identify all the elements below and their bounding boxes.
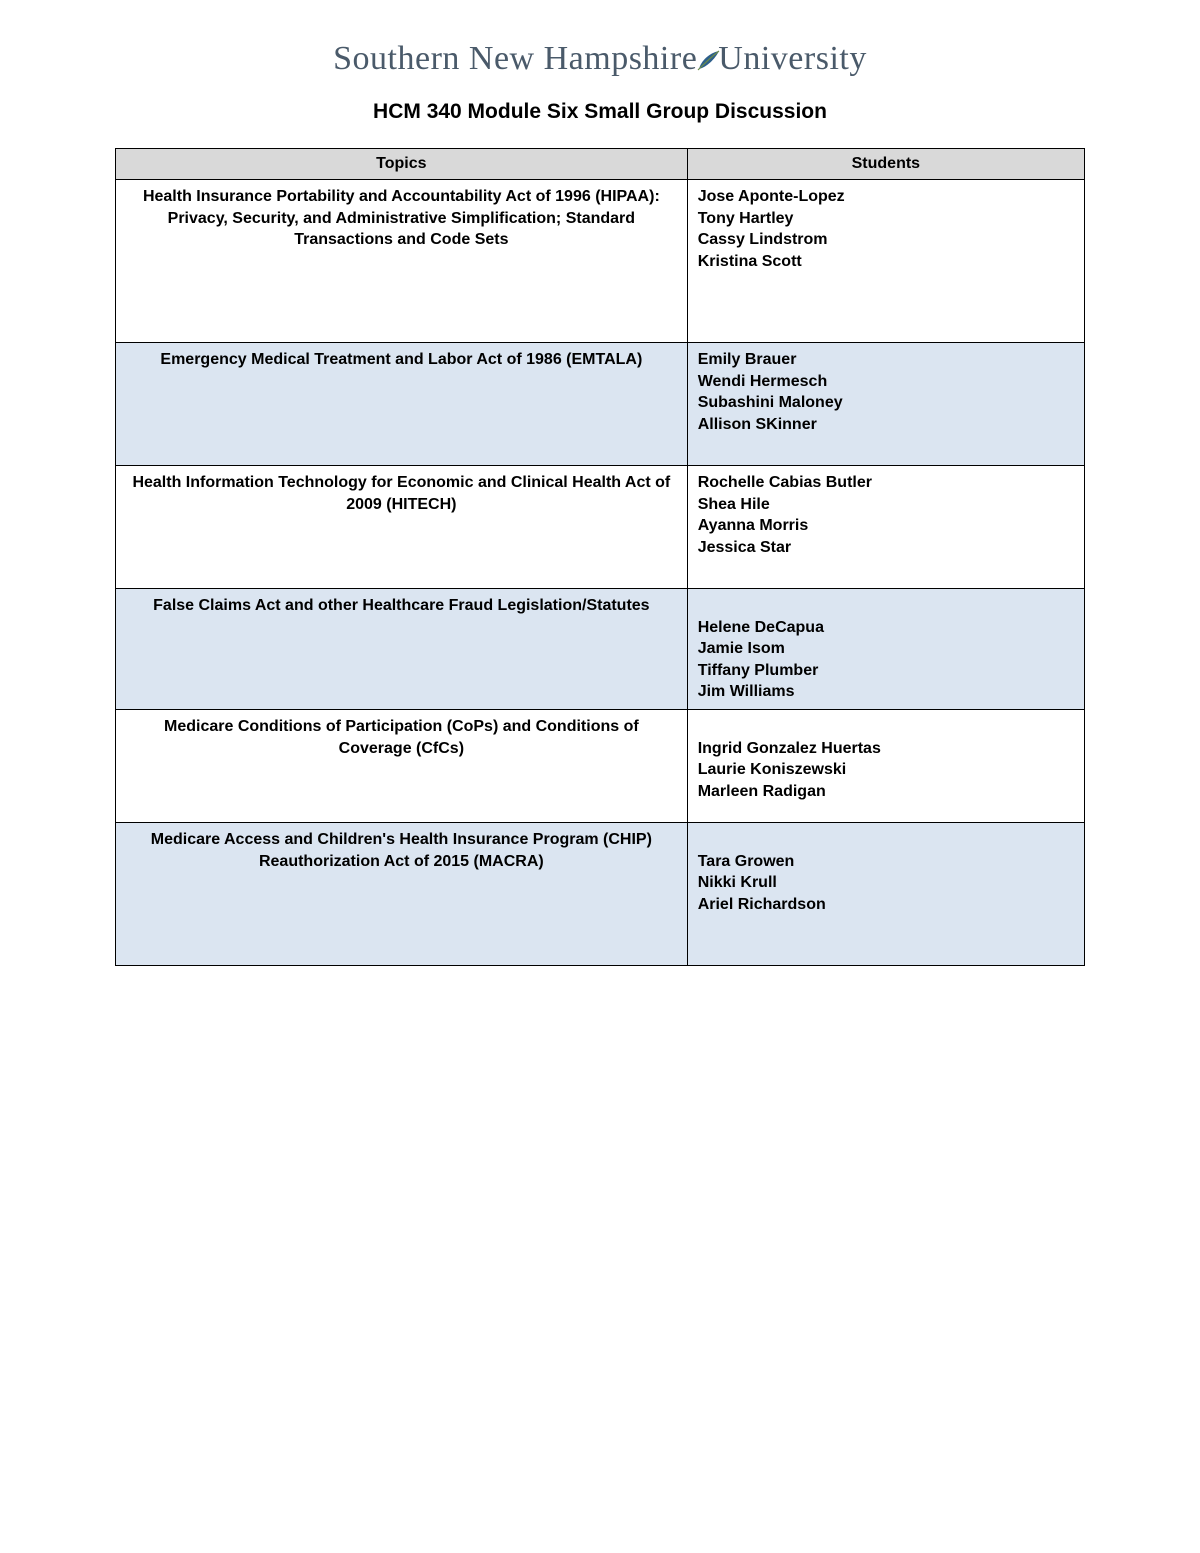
topic-cell: Health Information Technology for Econom… <box>116 466 688 589</box>
student-name: Marleen Radigan <box>698 781 1074 803</box>
student-name: Helene DeCapua <box>698 617 1074 639</box>
student-name: Tara Growen <box>698 851 1074 873</box>
student-name: Jose Aponte-Lopez <box>698 186 1074 208</box>
topic-cell: Medicare Access and Children's Health In… <box>116 822 688 965</box>
table-header-row: Topics Students <box>116 149 1085 180</box>
column-header-students: Students <box>687 149 1084 180</box>
student-name: Jamie Isom <box>698 638 1074 660</box>
students-cell: Helene DeCapuaJamie IsomTiffany PlumberJ… <box>687 589 1084 710</box>
student-name: Ayanna Morris <box>698 515 1074 537</box>
university-logo: Southern New Hampshire University <box>115 40 1085 78</box>
student-name: Subashini Maloney <box>698 392 1074 414</box>
student-name: Ariel Richardson <box>698 894 1074 916</box>
table-row: Medicare Conditions of Participation (Co… <box>116 709 1085 822</box>
logo-prefix: Southern New Hampshire <box>333 40 697 77</box>
page-title: HCM 340 Module Six Small Group Discussio… <box>115 100 1085 124</box>
topic-cell: Emergency Medical Treatment and Labor Ac… <box>116 343 688 466</box>
student-name: Cassy Lindstrom <box>698 229 1074 251</box>
student-name: Jessica Star <box>698 537 1074 559</box>
document-page: Southern New Hampshire University HCM 340… <box>0 0 1200 966</box>
blank-line <box>698 829 1074 851</box>
students-cell: Emily BrauerWendi HermeschSubashini Malo… <box>687 343 1084 466</box>
student-name: Kristina Scott <box>698 251 1074 273</box>
student-name: Tiffany Plumber <box>698 660 1074 682</box>
student-name: Nikki Krull <box>698 872 1074 894</box>
topic-cell: Health Insurance Portability and Account… <box>116 180 688 343</box>
table-row: Health Information Technology for Econom… <box>116 466 1085 589</box>
student-name: Rochelle Cabias Butler <box>698 472 1074 494</box>
student-name: Emily Brauer <box>698 349 1074 371</box>
students-cell: Rochelle Cabias ButlerShea HileAyanna Mo… <box>687 466 1084 589</box>
leaf-icon <box>695 42 721 80</box>
blank-line <box>698 595 1074 617</box>
table-row: False Claims Act and other Healthcare Fr… <box>116 589 1085 710</box>
table-row: Health Insurance Portability and Account… <box>116 180 1085 343</box>
logo-text: Southern New Hampshire University <box>333 40 867 78</box>
student-name: Laurie Koniszewski <box>698 759 1074 781</box>
students-cell: Tara GrowenNikki KrullAriel Richardson <box>687 822 1084 965</box>
topic-cell: False Claims Act and other Healthcare Fr… <box>116 589 688 710</box>
student-name: Shea Hile <box>698 494 1074 516</box>
student-name: Wendi Hermesch <box>698 371 1074 393</box>
table-row: Medicare Access and Children's Health In… <box>116 822 1085 965</box>
table-row: Emergency Medical Treatment and Labor Ac… <box>116 343 1085 466</box>
student-name: Ingrid Gonzalez Huertas <box>698 738 1074 760</box>
student-name: Jim Williams <box>698 681 1074 703</box>
topic-cell: Medicare Conditions of Participation (Co… <box>116 709 688 822</box>
student-name: Allison SKinner <box>698 414 1074 436</box>
column-header-topics: Topics <box>116 149 688 180</box>
blank-line <box>698 716 1074 738</box>
assignment-table: Topics Students Health Insurance Portabi… <box>115 148 1085 966</box>
students-cell: Jose Aponte-LopezTony HartleyCassy Linds… <box>687 180 1084 343</box>
student-name: Tony Hartley <box>698 208 1074 230</box>
students-cell: Ingrid Gonzalez HuertasLaurie Koniszewsk… <box>687 709 1084 822</box>
logo-suffix: University <box>718 40 867 77</box>
